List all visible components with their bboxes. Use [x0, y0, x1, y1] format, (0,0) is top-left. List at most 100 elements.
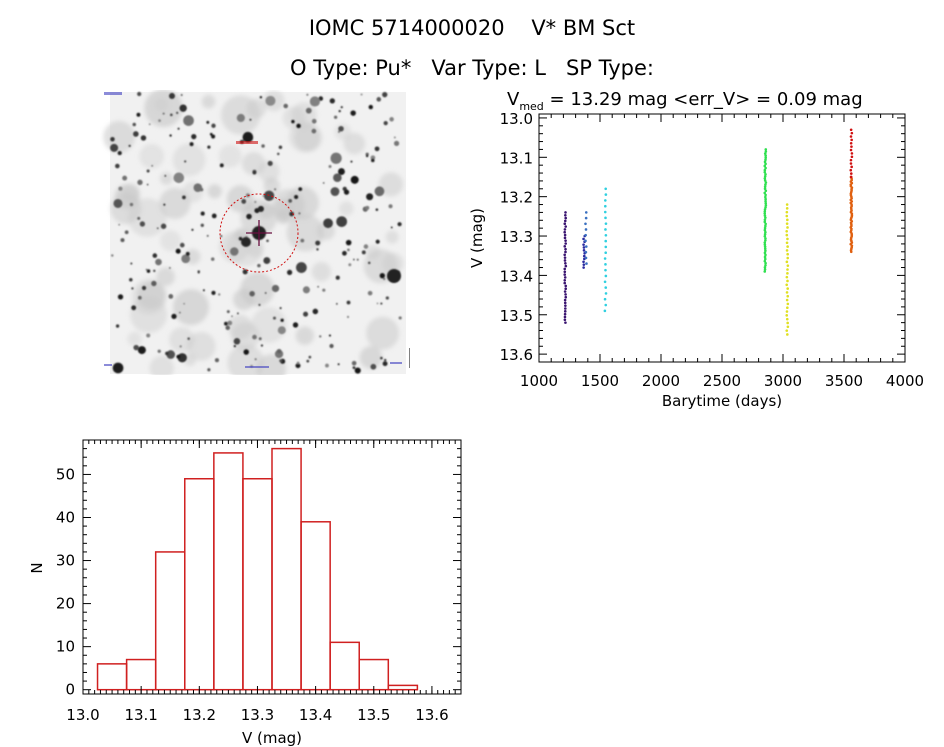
lc-point: [603, 297, 607, 301]
finder-star: [146, 183, 149, 186]
lc-point: [786, 294, 790, 298]
finder-star: [200, 211, 205, 216]
finder-star: [226, 310, 230, 314]
lc-point: [604, 199, 607, 202]
lc-x-tick-label: 3000: [764, 372, 802, 390]
lc-point: [785, 233, 789, 237]
lc-point: [603, 210, 607, 214]
lc-point: [563, 267, 567, 271]
lc-point: [764, 201, 768, 205]
finder-star: [168, 267, 171, 269]
lc-point: [564, 287, 568, 291]
lc-point: [764, 230, 767, 234]
finder-star: [351, 360, 357, 366]
lc-point: [785, 241, 789, 245]
finder-star: [111, 254, 114, 257]
finder-star: [132, 122, 137, 127]
lc-point: [785, 283, 789, 287]
hist-x-tick-label: 13.6: [415, 706, 448, 724]
lc-point: [786, 279, 789, 283]
lc-x-axis: 1000 1500 2000 2500 3000 3500 4000: [520, 114, 924, 390]
finder-star: [146, 333, 151, 338]
lc-point: [764, 189, 768, 193]
finder-star: [298, 187, 303, 192]
lc-point: [786, 333, 789, 336]
finder-star: [129, 277, 133, 282]
lc-point: [563, 276, 567, 279]
lc-point: [604, 193, 608, 196]
lc-point: [603, 280, 607, 284]
finder-star: [129, 202, 134, 207]
finder-star: [316, 248, 319, 251]
hist-x-tick-label: 13.5: [357, 706, 390, 724]
lc-point: [763, 247, 767, 251]
lc-point: [763, 245, 767, 248]
finder-star: [184, 160, 187, 163]
finder-star: [317, 285, 319, 288]
finder-star: [175, 248, 181, 254]
finder-star: [117, 151, 122, 156]
lc-point: [785, 298, 789, 302]
lc-point: [764, 166, 767, 170]
lc-x-tick-label: 2000: [642, 372, 680, 390]
finder-star: [352, 366, 356, 370]
finder-star: [311, 128, 317, 134]
lc-point: [564, 247, 567, 251]
lc-point: [786, 321, 789, 325]
finder-star: [323, 218, 333, 229]
lc-point: [785, 329, 789, 332]
lc-point: [785, 214, 789, 218]
finder-star: [342, 250, 347, 256]
finder-star: [266, 239, 269, 243]
lc-point: [763, 170, 767, 174]
lc-point: [564, 225, 568, 228]
lc-point: [764, 183, 767, 186]
finder-star: [155, 258, 162, 266]
lc-point: [563, 222, 567, 226]
finder-star: [259, 95, 263, 99]
finder-star: [181, 254, 191, 264]
finder-star: [370, 155, 376, 161]
lc-title-rest: = 13.29 mag <err_V> = 0.09 mag: [544, 89, 863, 110]
lc-point: [604, 222, 608, 225]
finder-star: [376, 97, 382, 102]
finder-star: [118, 223, 120, 226]
finder-star: [156, 227, 159, 230]
finder-star: [276, 348, 282, 354]
finder-star: [333, 115, 338, 119]
finder-star: [330, 152, 342, 164]
finder-star: [241, 237, 251, 247]
lc-point: [764, 158, 767, 162]
lc-point: [785, 222, 789, 225]
finder-star: [353, 258, 355, 261]
lc-point: [584, 222, 587, 226]
lc-point: [850, 152, 854, 155]
lc-point: [850, 145, 853, 148]
finder-star: [110, 143, 119, 152]
lc-point: [563, 245, 567, 248]
finder-star: [274, 188, 277, 191]
lc-point: [563, 253, 566, 257]
lc-point: [764, 154, 767, 157]
hist-y-tick-label: 50: [56, 465, 75, 483]
finder-star: [233, 337, 241, 345]
finder-star: [393, 140, 400, 147]
lc-point: [764, 239, 767, 242]
finder-star: [133, 131, 139, 137]
lc-title-prefix: V: [507, 89, 520, 110]
finder-star: [346, 315, 350, 318]
lc-point: [564, 321, 567, 324]
finder-star: [254, 358, 257, 361]
corner-label-bc: [245, 366, 269, 368]
lc-point: [563, 312, 567, 316]
lc-point: [763, 228, 767, 232]
lc-point: [763, 251, 767, 255]
lc-point: [763, 218, 767, 222]
lc-y-axis: 13.0 13.1 13.2 13.3 13.4 13.5 13.6: [500, 110, 905, 364]
hist-bar: [213, 452, 244, 691]
finder-star: [225, 325, 230, 331]
lc-point: [785, 203, 789, 206]
finder-star: [283, 103, 289, 109]
lc-point: [582, 260, 585, 264]
lc-x-tick-label: 3500: [825, 372, 863, 390]
